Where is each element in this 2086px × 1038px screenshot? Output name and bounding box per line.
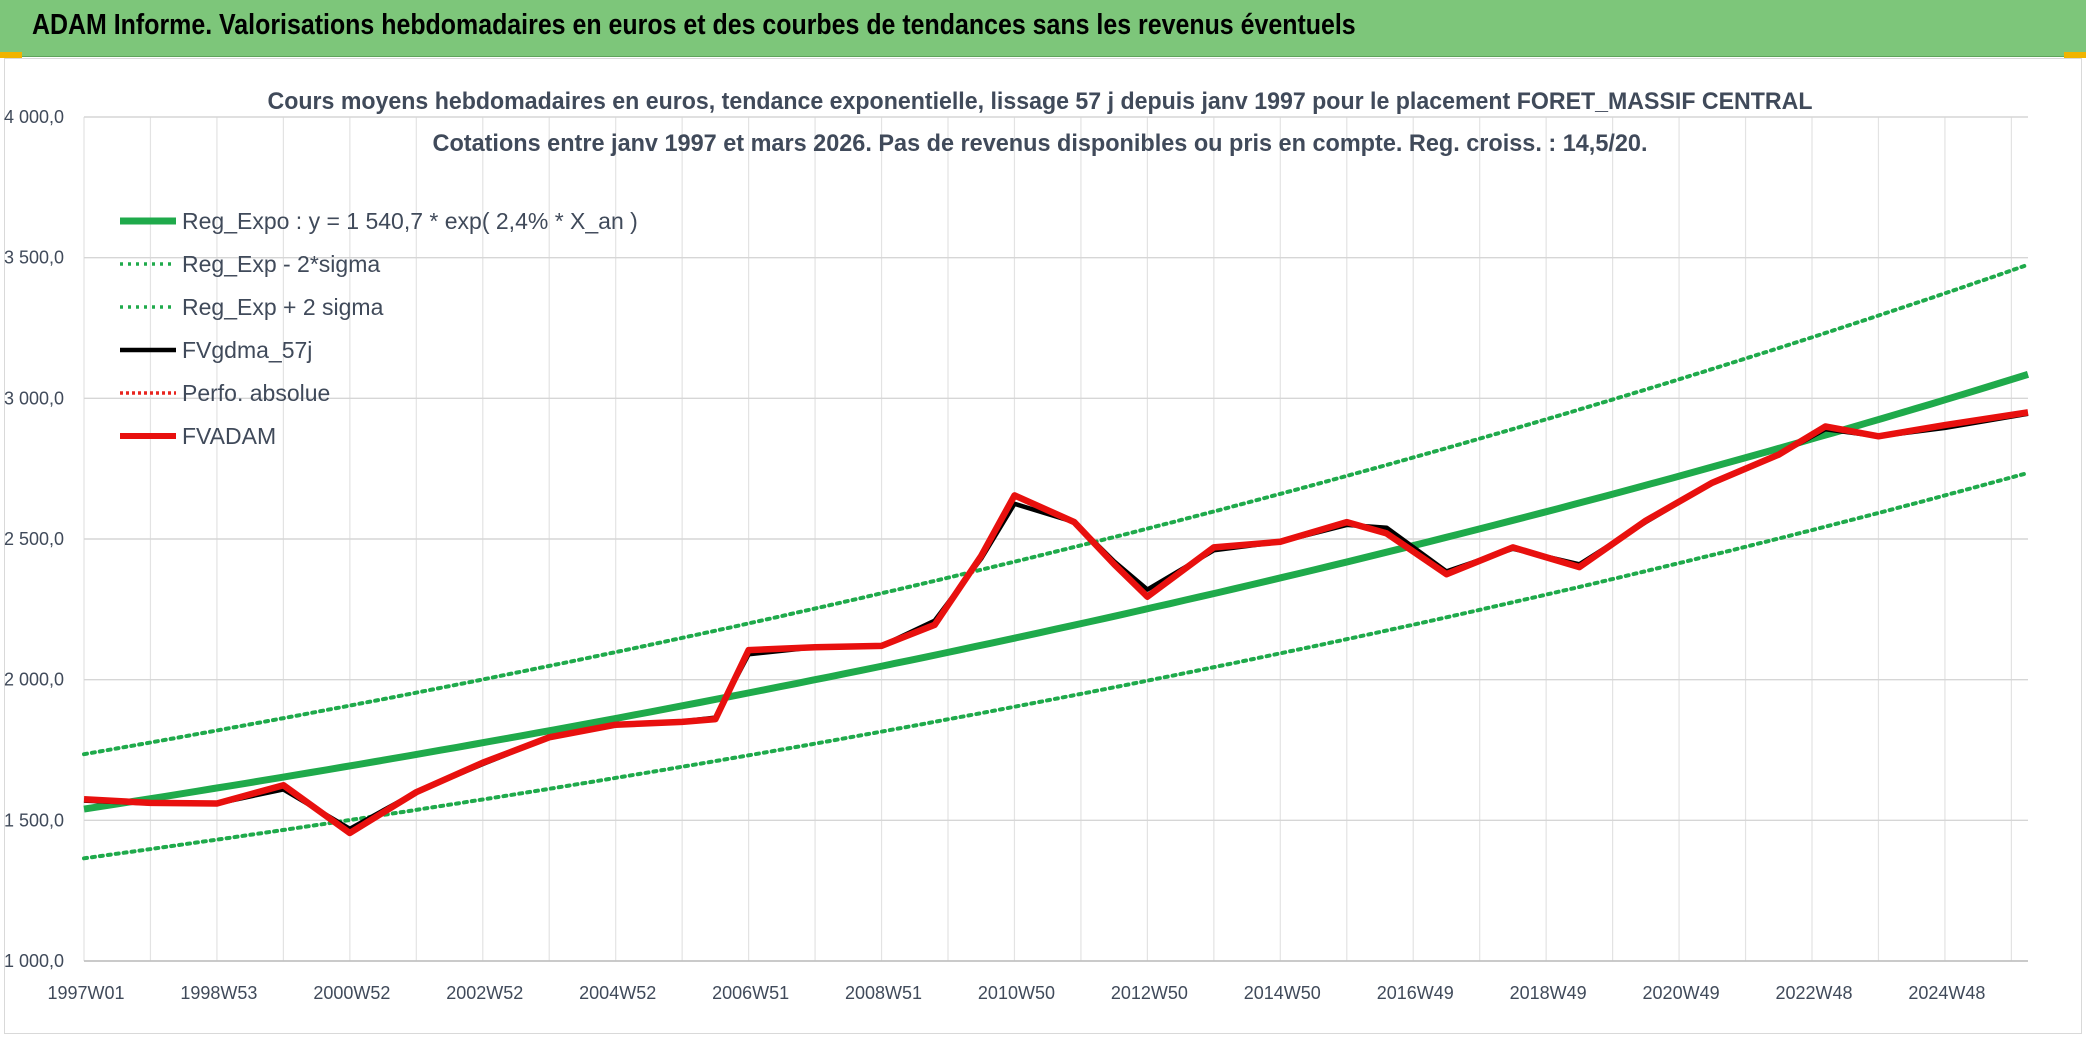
x-tick-label: 2020W49 <box>1643 983 1720 1003</box>
smoothed-line <box>83 411 2029 832</box>
y-tick-label: 1 500,0 <box>4 810 64 830</box>
trend-line <box>83 371 2030 813</box>
x-tick-label: 2002W52 <box>446 983 523 1003</box>
legend-item-fvadam-label: FVADAM <box>182 423 276 449</box>
legend-item-trend-label: Reg_Expo : y = 1 540,7 * exp( 2,4% * X_a… <box>182 208 638 234</box>
report-banner: ADAM Informe. Valorisations hebdomadaire… <box>0 0 2086 57</box>
y-tick-label: 3 000,0 <box>4 388 64 408</box>
y-tick-label: 4 000,0 <box>4 107 64 127</box>
x-tick-label: 2000W52 <box>313 983 390 1003</box>
x-tick-label: 2014W50 <box>1244 983 1321 1003</box>
y-tick-label: 2 500,0 <box>4 529 64 549</box>
grid-lines <box>83 116 2028 962</box>
x-tick-label: 2008W51 <box>845 983 922 1003</box>
x-tick-label: 1998W53 <box>180 983 257 1003</box>
y-tick-label: 3 500,0 <box>4 248 64 268</box>
x-tick-label: 2012W50 <box>1111 983 1188 1003</box>
lower-band-line <box>82 470 2030 861</box>
corner-mark-left <box>0 52 22 58</box>
report-title: ADAM Informe. Valorisations hebdomadaire… <box>32 9 1356 41</box>
x-tick-label: 2018W49 <box>1510 983 1587 1003</box>
legend-item-lower-band-label: Reg_Exp - 2*sigma <box>182 251 380 277</box>
legend-item-absolute-label: Perfo. absolue <box>182 380 330 406</box>
legend-item-smoothed-label: FVgdma_57j <box>182 337 312 363</box>
chart-titles: Cours moyens hebdomadaires en euros, ten… <box>268 88 1813 157</box>
chart-subtitle: Cotations entre janv 1997 et mars 2026. … <box>433 130 1648 157</box>
legend: Reg_Expo : y = 1 540,7 * exp( 2,4% * X_a… <box>120 208 638 449</box>
y-tick-label: 2 000,0 <box>4 670 64 690</box>
chart-title: Cours moyens hebdomadaires en euros, ten… <box>268 88 1813 115</box>
y-tick-label: 1 000,0 <box>4 951 64 971</box>
x-tick-label: 1997W01 <box>47 983 124 1003</box>
y-axis-ticks: 1 000,0 1 500,0 2 000,0 2 500,0 3 000,0 3 500… <box>4 107 64 971</box>
upper-band-line <box>82 262 2030 757</box>
fvadam-line <box>83 409 2029 837</box>
x-tick-label: 2006W51 <box>712 983 789 1003</box>
legend-item-upper-band-label: Reg_Exp + 2 sigma <box>182 294 384 320</box>
series-layer <box>82 262 2030 861</box>
x-tick-label: 2004W52 <box>579 983 656 1003</box>
x-tick-label: 2016W49 <box>1377 983 1454 1003</box>
x-axis-ticks: 1997W01 1998W53 2000W52 2002W52 2004W52 2006W… <box>47 983 1985 1003</box>
x-tick-label: 2024W48 <box>1908 983 1985 1003</box>
corner-mark-right <box>2064 52 2086 58</box>
x-tick-label: 2010W50 <box>978 983 1055 1003</box>
x-tick-label: 2022W48 <box>1775 983 1852 1003</box>
